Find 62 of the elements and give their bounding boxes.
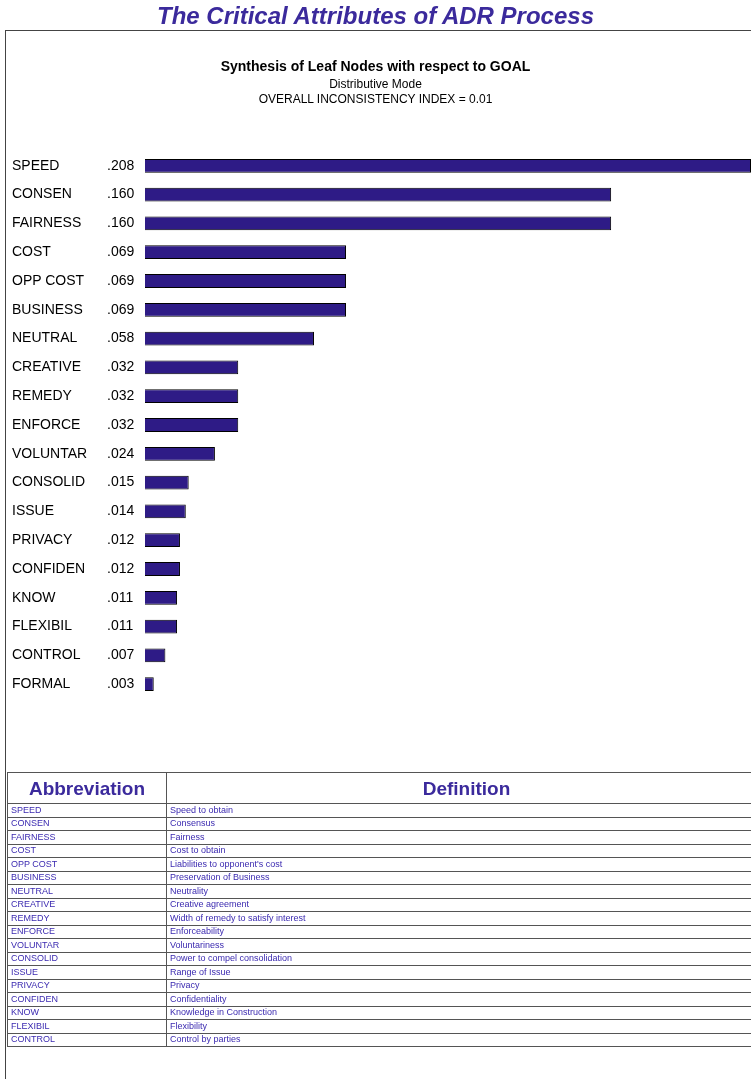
text: Power to compel consolidation bbox=[166, 952, 751, 966]
text: Confidentiality bbox=[166, 992, 751, 1006]
text: Abbreviation bbox=[7, 772, 167, 804]
text: Voluntariness bbox=[166, 938, 751, 952]
data-label: .003 bbox=[107, 675, 135, 692]
data-label: .160 bbox=[107, 185, 135, 202]
text: Creative agreement bbox=[166, 898, 751, 912]
y-tick-label: COST bbox=[12, 243, 52, 260]
data-label: .032 bbox=[107, 358, 135, 375]
data-label: .058 bbox=[107, 329, 135, 346]
text: Consensus bbox=[166, 817, 751, 831]
text: Liabilities to opponent's cost bbox=[166, 857, 751, 871]
data-label: .069 bbox=[107, 271, 135, 288]
y-tick-label: FORMAL bbox=[12, 675, 71, 692]
y-tick-label: VOLUNTAR bbox=[12, 444, 88, 461]
text: Flexibility bbox=[166, 1019, 751, 1033]
data-label: .011 bbox=[107, 588, 134, 605]
data-label: .012 bbox=[107, 531, 135, 548]
chart-title: The Critical Attributes of ADR Process bbox=[156, 1, 595, 31]
y-tick-label: FLEXIBIL bbox=[12, 617, 73, 634]
y-tick-label: CONSOLID bbox=[12, 473, 86, 490]
text: Fairness bbox=[166, 830, 751, 844]
text: Enforceability bbox=[166, 925, 751, 939]
text: Privacy bbox=[166, 979, 751, 993]
data-label: .007 bbox=[107, 646, 135, 663]
y-tick-label: NEUTRAL bbox=[12, 329, 78, 346]
data-label: .208 bbox=[107, 156, 135, 173]
y-tick-label: BUSINESS bbox=[12, 300, 83, 317]
text: Cost to obtain bbox=[166, 844, 751, 858]
data-label: .011 bbox=[107, 617, 134, 634]
y-tick-label: REMEDY bbox=[12, 387, 73, 404]
data-label: .024 bbox=[107, 444, 135, 461]
data-label: .014 bbox=[107, 502, 135, 519]
y-tick-label: PRIVACY bbox=[12, 531, 74, 548]
y-tick-label: OPP COST bbox=[12, 271, 85, 288]
text: Knowledge in Construction bbox=[166, 1006, 751, 1020]
y-tick-label: ISSUE bbox=[12, 502, 55, 519]
y-tick-label: CONTROL bbox=[12, 646, 81, 663]
data-label: .032 bbox=[107, 387, 135, 404]
data-label: .069 bbox=[107, 300, 135, 317]
text: OVERALL INCONSISTENCY INDEX = 0.01 bbox=[257, 92, 494, 107]
text: Speed to obtain bbox=[166, 803, 751, 817]
data-label: .032 bbox=[107, 415, 135, 432]
text: Range of Issue bbox=[166, 965, 751, 979]
y-tick-label: FAIRNESS bbox=[12, 214, 82, 231]
text: Definition bbox=[166, 772, 751, 804]
data-label: .069 bbox=[107, 243, 135, 260]
text: Preservation of Business bbox=[166, 871, 751, 885]
y-tick-label: CONFIDEN bbox=[12, 559, 86, 576]
data-label: .160 bbox=[107, 214, 135, 231]
text: Distributive Mode bbox=[328, 77, 423, 92]
text: Neutrality bbox=[166, 884, 751, 898]
text: Width of remedy to satisfy interest bbox=[166, 911, 751, 925]
data-label: .015 bbox=[107, 473, 135, 490]
y-tick-label: ENFORCE bbox=[12, 415, 81, 432]
data-label: .012 bbox=[107, 559, 135, 576]
y-tick-label: SPEED bbox=[12, 156, 60, 173]
y-tick-label: CREATIVE bbox=[12, 358, 81, 375]
chart-subtitle: Synthesis of Leaf Nodes with respect to GOAL bbox=[219, 58, 532, 74]
text: Control by parties bbox=[166, 1033, 751, 1047]
y-tick-label: CONSEN bbox=[12, 185, 72, 202]
y-tick-label: KNOW bbox=[12, 588, 57, 605]
